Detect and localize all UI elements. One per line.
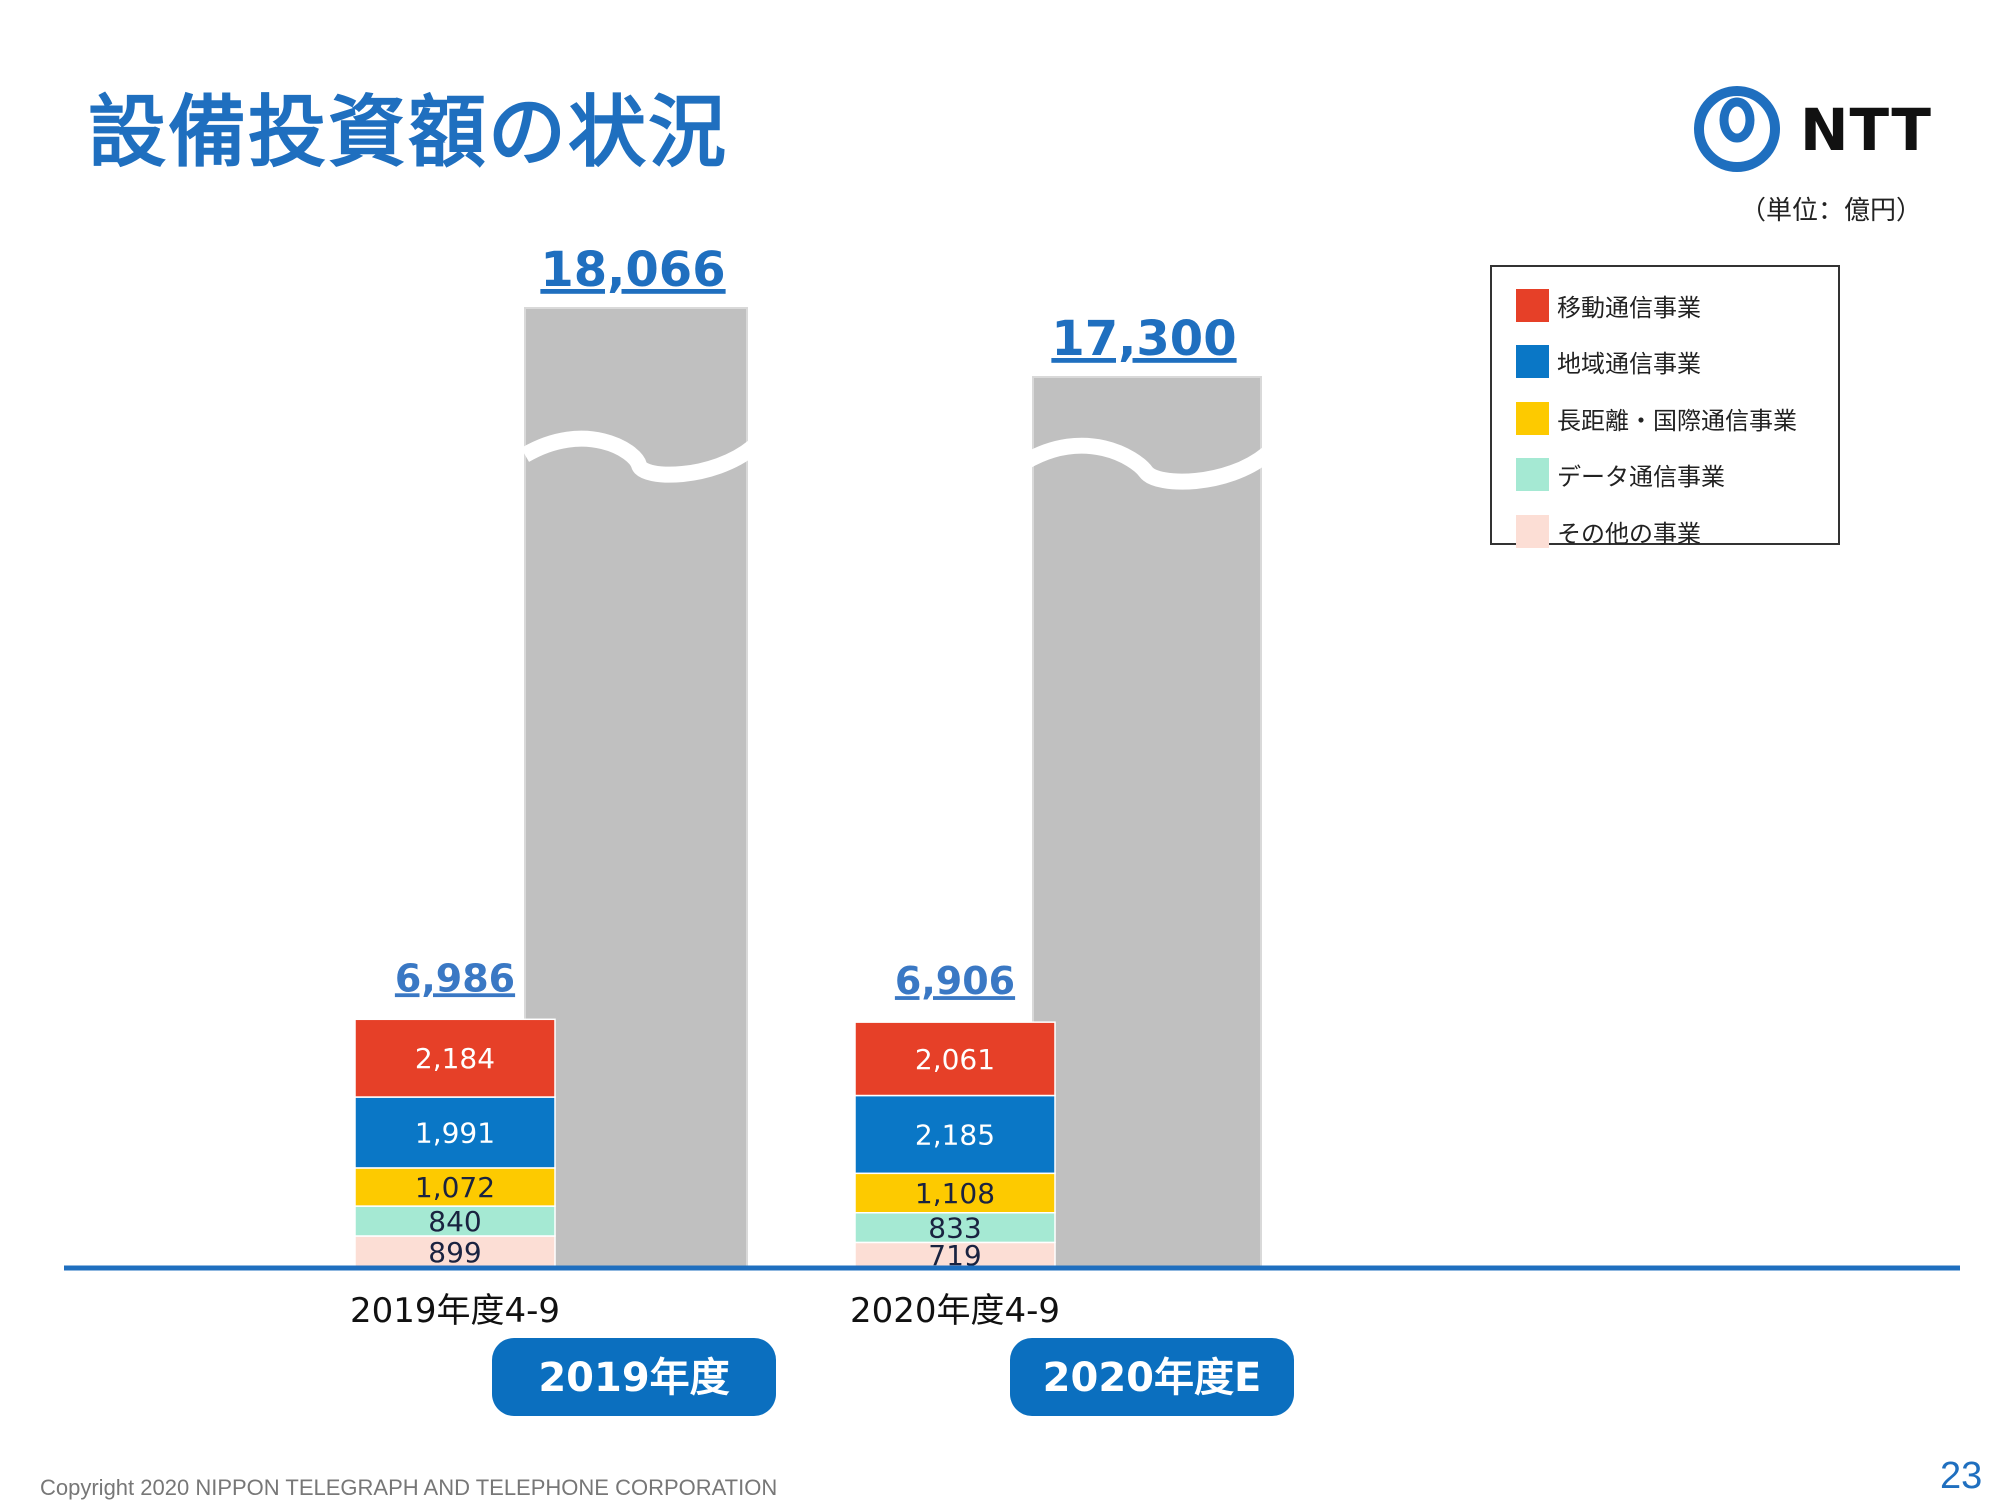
legend-item-long-distance: 長距離・国際通信事業 — [1516, 401, 1797, 435]
legend-label: 移動通信事業 — [1557, 293, 1701, 322]
legend-label: その他の事業 — [1557, 519, 1701, 548]
ntt-logo-mark-icon — [1694, 86, 1780, 172]
category-label: 2020年度4-9 — [850, 1291, 1060, 1331]
axis-break-mark — [520, 430, 759, 483]
ntt-logo: NTT — [1692, 84, 1932, 174]
legend-item-data: データ通信事業 — [1516, 457, 1725, 491]
legend-item-other: その他の事業 — [1516, 514, 1701, 548]
subtotal-label: 6,986 — [395, 956, 515, 1000]
legend-swatch — [1516, 288, 1549, 322]
full-year-badge — [1010, 1338, 1294, 1416]
data-label: 833 — [928, 1212, 981, 1245]
data-label: 1,108 — [915, 1177, 995, 1210]
legend-item-mobile: 移動通信事業 — [1516, 288, 1701, 322]
page-title: 設備投資額の状況 — [88, 88, 729, 178]
bar-segment — [854, 1241, 1056, 1269]
legend-label: 地域通信事業 — [1557, 349, 1701, 378]
page-number: 23 — [1940, 1455, 1983, 1497]
copyright: Copyright 2020 NIPPON TELEGRAPH AND TELE… — [40, 1475, 778, 1500]
legend-swatch — [1516, 514, 1549, 548]
legend: 移動通信事業 地域通信事業 長距離・国際通信事業 データ通信事業 その他の事業 — [1490, 265, 1840, 548]
legend-swatch — [1516, 457, 1549, 491]
bar-segment — [854, 1211, 1056, 1244]
legend-swatch — [1516, 344, 1549, 378]
full-year-badge — [492, 1338, 776, 1416]
category-label: 2019年度4-9 — [350, 1291, 560, 1331]
legend-label: 長距離・国際通信事業 — [1557, 406, 1797, 435]
legend-item-regional: 地域通信事業 — [1516, 344, 1701, 378]
subtotal-label: 6,906 — [895, 959, 1015, 1003]
full-year-badge-label: 2020年度E — [1043, 1355, 1262, 1401]
full-year-bar — [1032, 376, 1262, 1269]
axis-break-mark — [1020, 437, 1273, 490]
full-year-badge-label: 2019年度 — [538, 1355, 729, 1401]
logo-text: NTT — [1800, 96, 1932, 164]
data-label: 2,061 — [915, 1043, 995, 1076]
legend-swatch — [1516, 401, 1549, 435]
data-label: 899 — [428, 1236, 481, 1269]
data-label: 1,072 — [415, 1171, 495, 1204]
bar-segment — [354, 1096, 556, 1169]
bar-segment — [854, 1021, 1056, 1097]
full-year-total-label: 17,300 — [1051, 311, 1236, 367]
bar-segment — [354, 1018, 556, 1098]
full-year-total-label: 18,066 — [540, 242, 725, 298]
unit-label: （単位：億円） — [1740, 196, 1923, 226]
legend-label: データ通信事業 — [1557, 462, 1725, 491]
bar-segment — [354, 1235, 556, 1269]
data-label: 1,991 — [415, 1116, 495, 1149]
data-label: 840 — [428, 1205, 481, 1238]
data-label: 2,184 — [415, 1042, 495, 1075]
bar-segment — [354, 1205, 556, 1237]
data-label: 2,185 — [915, 1118, 995, 1151]
bar-segment — [354, 1167, 556, 1207]
